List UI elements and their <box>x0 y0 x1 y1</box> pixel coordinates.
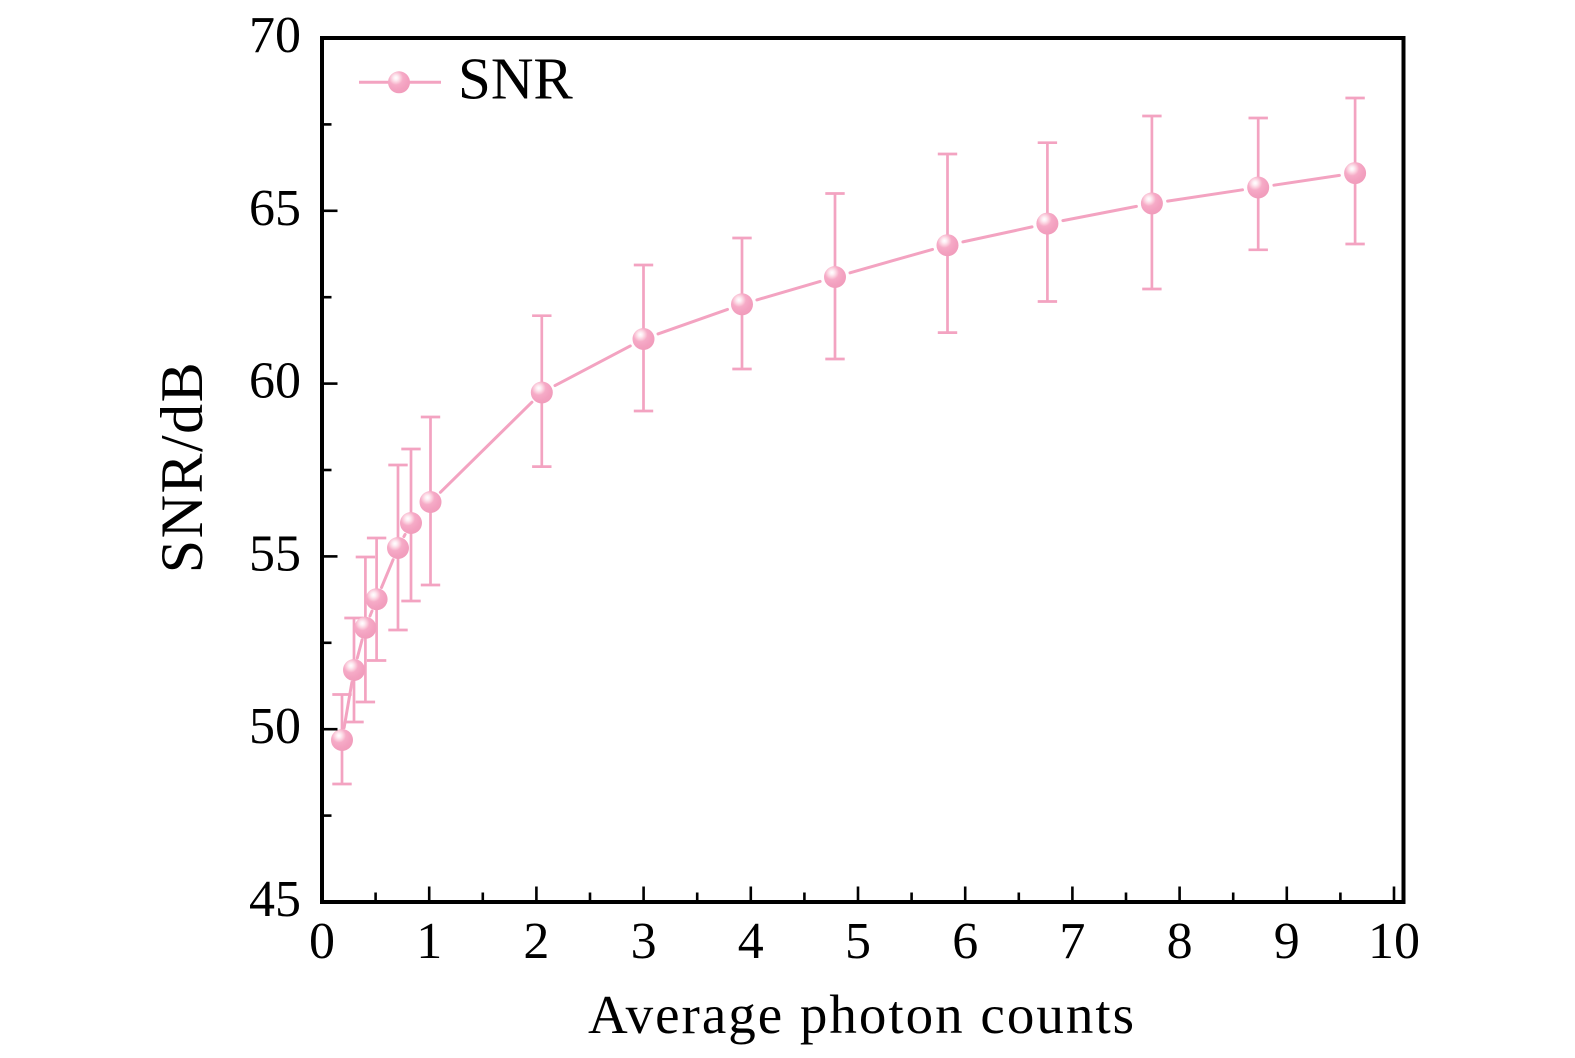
svg-text:3: 3 <box>631 913 657 970</box>
svg-text:50: 50 <box>249 698 301 755</box>
svg-text:SNR/dB: SNR/dB <box>149 361 215 573</box>
svg-text:SNR: SNR <box>458 45 573 111</box>
svg-text:2: 2 <box>523 913 549 970</box>
svg-text:9: 9 <box>1274 913 1300 970</box>
svg-text:70: 70 <box>249 7 301 64</box>
svg-text:60: 60 <box>249 353 301 410</box>
svg-text:1: 1 <box>416 913 442 970</box>
svg-text:Average photon counts: Average photon counts <box>588 984 1136 1045</box>
svg-text:5: 5 <box>845 913 871 970</box>
svg-text:6: 6 <box>952 913 978 970</box>
svg-text:7: 7 <box>1059 913 1085 970</box>
svg-text:55: 55 <box>249 525 301 582</box>
svg-text:10: 10 <box>1368 913 1420 970</box>
svg-text:8: 8 <box>1167 913 1193 970</box>
svg-text:65: 65 <box>249 180 301 237</box>
svg-text:0: 0 <box>309 913 335 970</box>
svg-text:4: 4 <box>738 913 764 970</box>
svg-text:45: 45 <box>249 871 301 928</box>
